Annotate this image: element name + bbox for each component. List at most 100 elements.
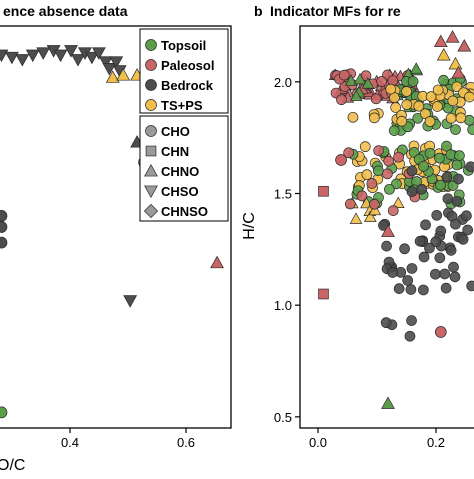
data-point: [451, 65, 466, 79]
legend: Topsoil Paleosol Bedrock TS+PS CHO CHN CHNO CH…: [139, 28, 229, 222]
panel-a: ence absence data 0.4 0.6 O/C Topsoil Pal…: [0, 3, 232, 474]
data-point: [361, 169, 373, 180]
data-point: [418, 251, 430, 263]
data-point: [356, 190, 368, 202]
panel-b-ytick-label: 2.0: [274, 75, 292, 90]
legend-marker-chnso: [143, 203, 159, 219]
panel-b-xtick-label: 0.2: [427, 435, 445, 450]
legend-marker-tsps: [145, 99, 157, 111]
data-point: [105, 70, 120, 83]
panel-b-letter: b: [254, 3, 263, 19]
legend-marker-chno: [144, 163, 158, 177]
data-point: [0, 49, 9, 63]
data-point: [109, 56, 124, 69]
data-point: [447, 95, 459, 107]
data-point: [370, 93, 382, 105]
panel-b-xtick-label: 0.0: [309, 435, 327, 450]
data-point: [98, 56, 113, 69]
data-point: [466, 280, 474, 292]
data-point: [418, 284, 429, 296]
legend-label: Bedrock: [161, 78, 214, 93]
data-point: [425, 91, 437, 102]
data-point: [344, 74, 358, 86]
data-point: [434, 326, 447, 338]
data-point: [404, 330, 416, 342]
panel-b-ytick-label: 1.0: [274, 298, 292, 313]
data-point: [406, 186, 418, 197]
data-point: [465, 161, 474, 173]
panel-a-title: ence absence data: [3, 3, 128, 19]
data-point: [373, 165, 384, 177]
data-point: [464, 91, 474, 103]
data-point: [413, 100, 425, 112]
legend-marker-topsoil: [145, 39, 157, 51]
data-point: [15, 54, 30, 67]
data-point: [455, 112, 467, 124]
data-point: [369, 198, 380, 210]
data-point: [401, 86, 412, 97]
data-point: [385, 83, 397, 95]
data-point: [123, 295, 138, 308]
data-point: [436, 47, 451, 61]
data-point: [388, 125, 400, 136]
data-point: [441, 140, 452, 152]
data-point: [440, 282, 452, 294]
data-point: [335, 154, 347, 166]
data-point: [454, 150, 465, 161]
data-point: [382, 168, 393, 180]
data-point: [368, 203, 382, 216]
data-point: [448, 261, 459, 273]
legend-label: CHSO: [161, 184, 199, 199]
data-point: [391, 196, 405, 208]
data-point: [383, 155, 395, 167]
data-point: [381, 396, 395, 409]
data-point: [430, 268, 441, 280]
data-point: [467, 124, 474, 135]
data-point: [361, 77, 375, 89]
data-point: [64, 45, 78, 58]
data-point: [344, 198, 356, 210]
data-point: [435, 225, 447, 237]
legend-marker-cho: [145, 125, 157, 137]
legend-label: CHN: [161, 144, 189, 159]
data-point: [0, 209, 8, 222]
panel-a-xtick-label: 0.4: [61, 435, 79, 450]
data-point: [450, 218, 461, 230]
data-point: [363, 210, 377, 222]
data-point: [102, 63, 117, 76]
data-point: [433, 34, 448, 48]
data-point: [430, 236, 442, 248]
data-point: [84, 51, 99, 65]
panel-a-xlabel: O/C: [0, 457, 25, 474]
legend-marker-bedrock: [145, 79, 157, 91]
data-point: [451, 81, 463, 93]
legend-label: CHNSO: [161, 204, 208, 219]
panel-b: b Indicator MFs for re 0.51.01.52.0 0.0 …: [241, 3, 474, 450]
data-point: [359, 141, 371, 153]
data-point: [424, 242, 435, 254]
legend-label: TS+PS: [161, 98, 203, 113]
legend-label: CHO: [161, 124, 190, 139]
legend-marker-chso: [144, 185, 158, 199]
data-point: [369, 112, 380, 124]
data-point: [434, 152, 445, 164]
data-point: [457, 233, 469, 245]
data-point: [448, 56, 463, 70]
data-point: [407, 76, 419, 87]
data-point: [116, 68, 131, 81]
data-point: [391, 178, 402, 190]
data-point: [406, 165, 418, 177]
data-point: [36, 47, 51, 60]
data-point: [432, 84, 444, 96]
data-point: [381, 240, 392, 252]
panel-b-title: Indicator MFs for re: [270, 3, 401, 19]
data-point: [366, 178, 378, 189]
data-point: [336, 94, 347, 106]
data-point: [396, 115, 408, 127]
data-point: [349, 212, 363, 224]
data-point: [431, 209, 443, 221]
data-point: [353, 72, 367, 85]
data-point: [416, 183, 428, 195]
